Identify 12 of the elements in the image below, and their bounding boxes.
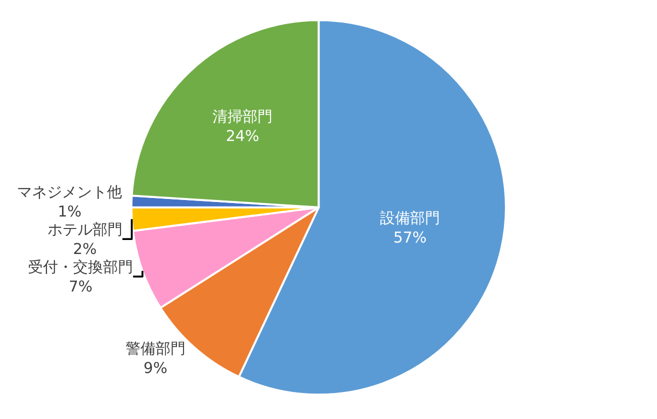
slice-label: 設備部門 [380, 209, 440, 228]
data-label: 1% [58, 202, 82, 220]
slice-label: 警備部門 [125, 340, 186, 358]
slice-label: 清掃部門 [212, 108, 273, 126]
slice-label: ホテル部門 [47, 220, 122, 238]
slice-label: マネジメント他 [17, 182, 122, 201]
data-label: 2% [72, 240, 97, 258]
data-label: 7% [68, 277, 92, 296]
data-label: 9% [144, 359, 168, 378]
slice-label: 受付・交換部門 [28, 258, 134, 276]
data-label: 24% [226, 127, 260, 146]
data-label: 57% [393, 228, 427, 247]
